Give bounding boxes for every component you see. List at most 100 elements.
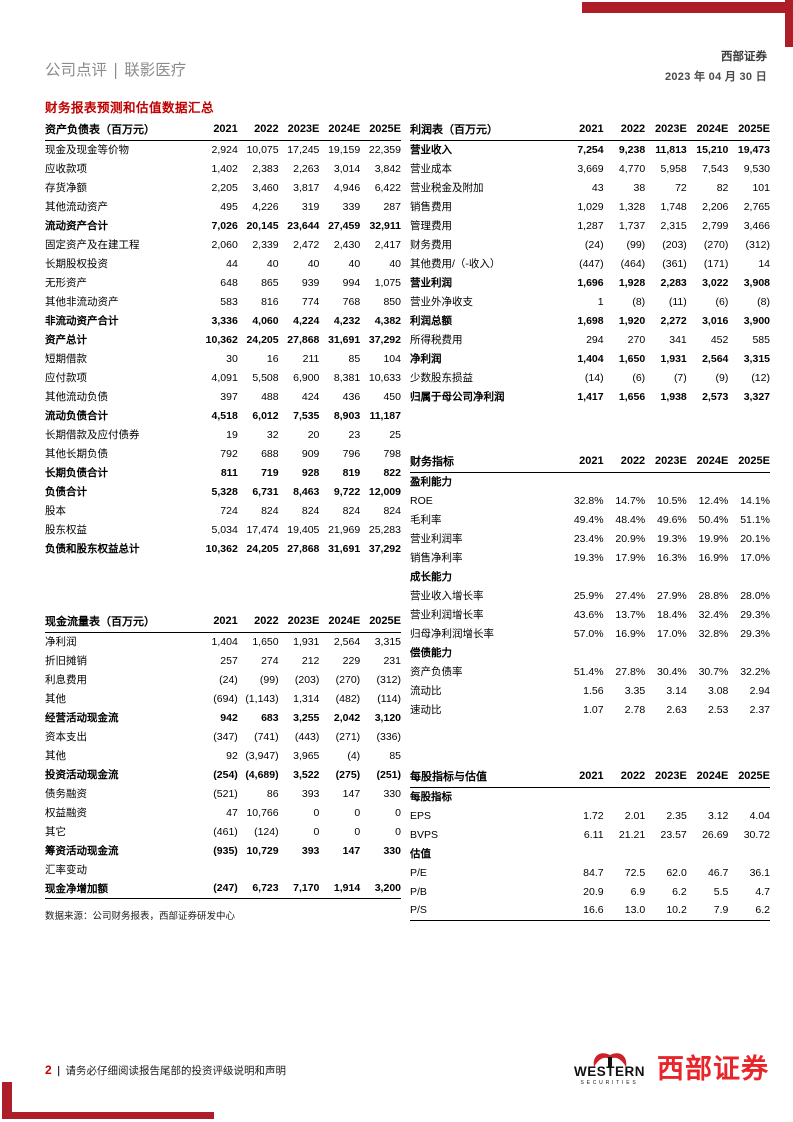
cell-value: 3,466 (743, 219, 770, 232)
cell-value: 909 (301, 447, 320, 460)
cell-value: 25.9% (573, 589, 604, 602)
cell-value: 1,656 (618, 390, 646, 403)
cell-value: 824 (342, 504, 361, 517)
cell-value: 84.7 (583, 866, 604, 879)
cell-value: 3,817 (293, 181, 320, 194)
right-red-bar (785, 0, 793, 47)
cell-value: 3.08 (707, 684, 729, 697)
cell-value: 796 (342, 447, 361, 460)
cell-value: 31,691 (328, 542, 361, 555)
cell-value: 1,650 (618, 352, 646, 365)
table-header-row: 财务指标 2021 2022 2023E 2024E 2025E (410, 450, 770, 473)
cell-value: 822 (383, 466, 401, 479)
cell-value: 40 (389, 257, 401, 270)
cell-value: 30.4% (657, 665, 687, 678)
cell-value: 72 (675, 181, 687, 194)
table-row: 其他非流动资产 583 816 774 768 850 (45, 292, 401, 311)
cell-value: 436 (342, 390, 361, 403)
cell-value: 23.57 (660, 828, 687, 841)
table-row: 营业税金及附加 43 38 72 82 101 (410, 178, 770, 197)
cell-value: 850 (383, 295, 401, 308)
cell-value: 72.5 (624, 866, 646, 879)
cell-value: 10,766 (246, 806, 279, 819)
cell-value: 4,382 (374, 314, 401, 327)
row-label: 其他流动负债 (45, 391, 108, 403)
cell-value: 27.8% (615, 665, 646, 678)
table-title: 每股指标与估值 (410, 765, 562, 788)
cell-value: 5,958 (660, 162, 687, 175)
row-label: 短期借款 (45, 353, 87, 365)
cell-value: 2.94 (749, 684, 770, 697)
table-row: 固定资产及在建工程 2,060 2,339 2,472 2,430 2,417 (45, 235, 401, 254)
cell-value: 20 (307, 428, 320, 441)
right-column: 利润表（百万元） 2021 2022 2023E 2024E 2025E 营业收入 7,254… (410, 118, 770, 922)
table-row: 成长能力 (410, 567, 770, 586)
cell-value: 28.8% (698, 589, 729, 602)
table-row: 流动比 1.56 3.35 3.14 3.08 2.94 (410, 681, 770, 700)
cell-value: 495 (220, 200, 238, 213)
table-row: 其他长期负债 792 688 909 796 798 (45, 444, 401, 463)
cell-value: 24,205 (246, 333, 279, 346)
row-label: 净利润 (45, 636, 77, 649)
cell-value: 7,254 (577, 143, 604, 156)
table-row: 利息费用 (24) (99) (203) (270) (312) (45, 670, 401, 689)
cell-value: 8,903 (333, 409, 361, 422)
cell-value: 2,472 (293, 238, 320, 251)
cell-value: 1,931 (660, 352, 687, 365)
tables-area: 资产负债表（百万元） 2021 2022 2023E 2024E 2025E 现金及现金等价… (45, 118, 770, 922)
cell-value: 4,770 (618, 162, 646, 175)
cell-value: 229 (342, 654, 361, 667)
cell-value: 1,650 (252, 635, 279, 648)
row-label: 净利润 (410, 353, 442, 365)
table-row: 营业外净收支 1 (8) (11) (6) (8) (410, 292, 770, 311)
company-logo: WESTERN SECURITIES 西部证券 (574, 1053, 769, 1086)
cell-value: (3,947) (245, 749, 279, 762)
row-label: 所得税费用 (410, 334, 463, 346)
row-label: 股本 (45, 505, 66, 517)
cell-value: 147 (342, 844, 361, 857)
row-label: 毛利率 (410, 514, 442, 526)
cell-value: 2,060 (211, 238, 238, 251)
row-label: 销售费用 (410, 201, 452, 213)
row-label: 其他 (45, 693, 66, 705)
cell-value: 274 (261, 654, 279, 667)
row-label: 财务费用 (410, 239, 452, 251)
cell-value: 294 (586, 333, 604, 346)
cell-value: 6.9 (630, 885, 646, 898)
logo-western-text: WESTERN (574, 1064, 645, 1079)
cell-value: 2.01 (624, 809, 646, 822)
table-row: 非流动资产合计 3,336 4,060 4,224 4,232 4,382 (45, 311, 401, 330)
cell-value: 2,383 (252, 162, 279, 175)
table-row: EPS 1.72 2.01 2.35 3.12 4.04 (410, 806, 770, 825)
cell-value: 452 (710, 333, 729, 346)
cell-value: 2,205 (211, 181, 238, 194)
cell-value: 28.0% (740, 589, 770, 602)
cell-value: 37,292 (368, 542, 401, 555)
cell-value: 0 (313, 806, 320, 819)
company-name: 联影医疗 (124, 61, 187, 79)
row-label: 长期负债合计 (45, 467, 108, 479)
section-subheader: 偿债能力 (410, 647, 452, 659)
cell-value: 231 (383, 654, 401, 667)
year-column-header: 2021 (562, 450, 604, 473)
cell-value: 768 (342, 295, 361, 308)
table-row: 经营活动现金流 942 683 3,255 2,042 3,120 (45, 708, 401, 727)
year-column-header: 2022 (237, 118, 279, 141)
cell-value: 17,474 (246, 523, 279, 536)
cell-value: 393 (301, 844, 320, 857)
year-column-header: 2025E (360, 610, 401, 633)
table-title: 资产负债表（百万元） (45, 118, 197, 141)
cell-value: 31,691 (328, 333, 361, 346)
table-title: 现金流量表（百万元） (45, 610, 197, 633)
report-date: 2023 年 04 月 30 日 (664, 71, 767, 83)
cell-value: 82 (716, 181, 729, 194)
cell-value: 1,928 (618, 276, 646, 289)
row-label: 非流动资产合计 (45, 315, 119, 327)
cell-value: 14 (758, 257, 770, 270)
cell-value: 1,314 (293, 692, 320, 705)
cell-value: 1,938 (660, 390, 687, 403)
cell-value: 101 (752, 181, 770, 194)
row-label: 流动负债合计 (45, 410, 108, 422)
cell-value: 3.35 (624, 684, 646, 697)
cell-value: 50.4% (698, 513, 729, 526)
